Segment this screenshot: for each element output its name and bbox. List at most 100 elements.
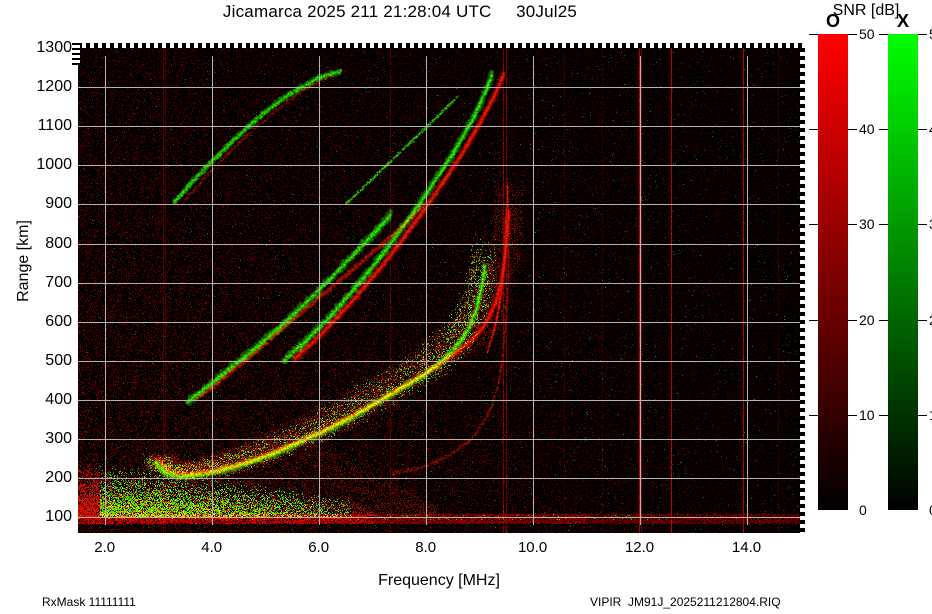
gridline-vertical: [747, 48, 748, 533]
gridline-vertical: [212, 48, 213, 533]
x-axis-tick-mark: [212, 48, 213, 56]
gridline-horizontal: [78, 322, 800, 323]
y-axis-tick-label: 900: [45, 195, 72, 213]
x-axis-tick-label: 10.0: [517, 539, 548, 556]
x-axis-tick-mark: [747, 48, 748, 56]
colorbar-tick-label: 20: [929, 313, 932, 327]
gridline-vertical: [640, 48, 641, 533]
gridline-horizontal: [78, 400, 800, 401]
ionogram-plot: [78, 48, 800, 533]
colorbar-tick-mark: [918, 320, 927, 321]
colorbar-tick-mark: [809, 224, 818, 225]
colorbar-tick-label: 0: [859, 502, 867, 518]
axes-top-border: [78, 43, 805, 48]
y-axis-tick-label: 800: [45, 234, 72, 252]
colorbar-tick-label: 0: [929, 503, 932, 517]
y-axis-tick-label: 100: [45, 508, 72, 526]
gridline-horizontal: [78, 283, 800, 284]
colorbar-tick-label: 30: [859, 216, 875, 232]
x-axis-tick-label: 12.0: [624, 539, 655, 556]
colorbar-title: SNR [dB]: [832, 2, 900, 19]
gridline-vertical: [533, 48, 534, 533]
x-axis-tick-label: 2.0: [94, 539, 116, 556]
colorbar-tick-mark: [848, 129, 857, 130]
gridline-horizontal: [78, 517, 800, 518]
gridline-vertical: [319, 48, 320, 533]
gridline-horizontal: [78, 204, 800, 205]
colorbar-tick-mark: [848, 415, 857, 416]
colorbar-tick-mark: [848, 224, 857, 225]
y-axis: 100 200 300 400 500 600 700 800 900 1000 1100 1200 1…: [0, 0, 72, 614]
x-axis-tick-mark: [319, 525, 320, 533]
colorbar-tick-label: 10: [859, 407, 875, 423]
x-axis-tick-label: 8.0: [415, 539, 437, 556]
gridline-horizontal: [78, 361, 800, 362]
x-axis-tick-mark: [533, 525, 534, 533]
x-axis-tick-mark: [640, 525, 641, 533]
gridline-horizontal: [78, 439, 800, 440]
colorbar-tick-mark: [809, 129, 818, 130]
x-axis-label: Frequency [MHz]: [378, 572, 500, 589]
y-axis-tick-label: 1300: [36, 39, 72, 56]
gridline-vertical: [426, 48, 427, 533]
colorbar-tick-mark: [879, 224, 888, 225]
colorbar-tick-mark: [879, 320, 888, 321]
y-axis-tick-label: 400: [45, 391, 72, 409]
colorbar-tick-mark: [809, 320, 818, 321]
x-axis-tick-mark: [212, 525, 213, 533]
gridline-horizontal: [78, 244, 800, 245]
gridline-horizontal: [78, 165, 800, 166]
gridline-vertical: [105, 48, 106, 533]
x-axis-tick-mark: [105, 48, 106, 56]
gridline-horizontal: [78, 87, 800, 88]
x-axis-tick-mark: [640, 48, 641, 56]
left-ruler-mark: [72, 43, 80, 65]
rxmask-label: RxMask 11111111: [42, 595, 136, 609]
x-axis-tick-label: 6.0: [308, 539, 330, 556]
x-axis-tick-mark: [426, 48, 427, 56]
x-axis-tick-mark: [426, 525, 427, 533]
file-id-label: VIPIR JM91J_2025211212804.RIQ: [590, 595, 781, 609]
y-axis-tick-label: 500: [45, 351, 72, 369]
y-axis-tick-label: 700: [45, 273, 72, 291]
y-axis-tick-label: 1100: [37, 117, 72, 135]
ionogram-heatmap: [78, 48, 800, 533]
colorbar-tick-mark: [809, 34, 818, 35]
colorbar-tick-mark: [879, 34, 888, 35]
y-axis-tick-label: 1000: [36, 156, 72, 174]
colorbar-tick-label: 10: [929, 408, 932, 422]
gridline-horizontal: [78, 126, 800, 127]
colorbar-tick-label: 50: [929, 27, 932, 41]
colorbar-o-letter: O: [825, 11, 840, 31]
gridline-horizontal: [78, 478, 800, 479]
colorbar-tick-mark: [918, 224, 927, 225]
y-axis-tick-label: 600: [45, 312, 72, 330]
colorbar-o-gradient: [818, 34, 848, 510]
ionogram-canvas-area: [78, 48, 800, 533]
colorbar-tick-mark: [918, 415, 927, 416]
axes-right-border: [800, 48, 805, 533]
colorbar-tick-label: 40: [929, 122, 932, 136]
y-axis-tick-label: 300: [45, 430, 72, 448]
colorbar-tick-mark: [809, 415, 818, 416]
y-axis-tick-label: 200: [45, 469, 72, 487]
colorbar-tick-mark: [879, 129, 888, 130]
colorbar-tick-label: 50: [859, 26, 875, 42]
x-axis-tick-label: 4.0: [201, 539, 223, 556]
colorbar-tick-mark: [879, 415, 888, 416]
colorbar-tick-mark: [848, 34, 857, 35]
y-axis-label: Range [km]: [15, 220, 32, 302]
x-axis-tick-mark: [533, 48, 534, 56]
colorbar-tick-label: 30: [929, 217, 932, 231]
x-axis-tick-mark: [747, 525, 748, 533]
page-title: Jicamarca 2025 211 21:28:04 UTC 30Jul25: [222, 2, 578, 21]
colorbar-tick-mark: [918, 34, 927, 35]
x-axis-tick-label: 14.0: [731, 539, 762, 556]
colorbar-tick-mark: [918, 129, 927, 130]
colorbar-tick-label: 40: [859, 121, 875, 137]
x-axis-tick-mark: [105, 525, 106, 533]
y-axis-tick-label: 1200: [36, 78, 72, 96]
colorbar-x-gradient: [888, 34, 918, 510]
colorbar-x-letter: X: [896, 11, 909, 31]
colorbar-tick-label: 20: [859, 312, 875, 328]
